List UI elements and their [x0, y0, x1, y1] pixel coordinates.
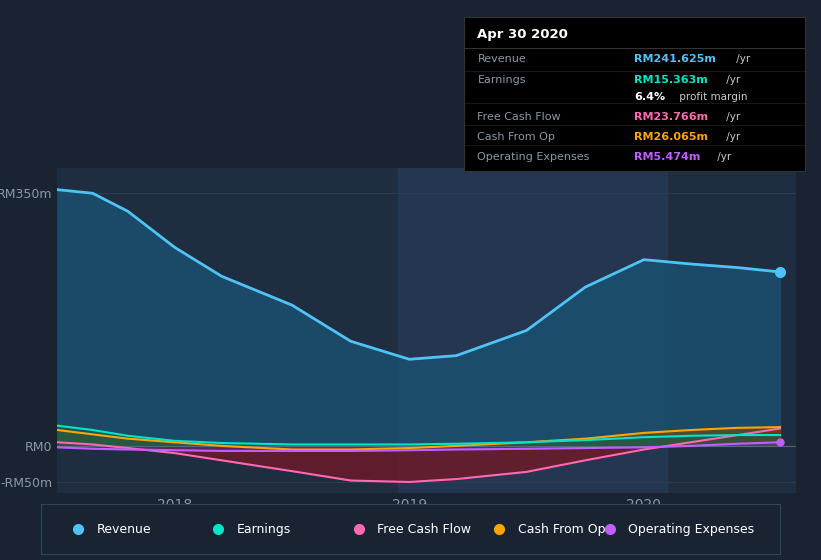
- Text: Operating Expenses: Operating Expenses: [478, 152, 589, 162]
- Text: RM241.625m: RM241.625m: [635, 54, 716, 64]
- Text: Free Cash Flow: Free Cash Flow: [378, 522, 471, 536]
- Text: Cash From Op: Cash From Op: [518, 522, 605, 536]
- Bar: [397, 168, 667, 493]
- Text: /yr: /yr: [723, 113, 741, 122]
- Text: /yr: /yr: [723, 132, 741, 142]
- Text: Cash From Op: Cash From Op: [478, 132, 555, 142]
- Text: RM23.766m: RM23.766m: [635, 113, 709, 122]
- Text: Operating Expenses: Operating Expenses: [629, 522, 754, 536]
- Text: Revenue: Revenue: [478, 54, 526, 64]
- Text: /yr: /yr: [714, 152, 732, 162]
- Text: profit margin: profit margin: [676, 92, 747, 102]
- Text: /yr: /yr: [723, 76, 741, 85]
- Text: Apr 30 2020: Apr 30 2020: [478, 27, 568, 40]
- Text: Free Cash Flow: Free Cash Flow: [478, 113, 561, 122]
- Text: RM15.363m: RM15.363m: [635, 76, 708, 85]
- Text: /yr: /yr: [733, 54, 750, 64]
- Text: Earnings: Earnings: [478, 76, 526, 85]
- Text: 6.4%: 6.4%: [635, 92, 665, 102]
- Text: RM5.474m: RM5.474m: [635, 152, 700, 162]
- Text: RM26.065m: RM26.065m: [635, 132, 709, 142]
- Text: Revenue: Revenue: [97, 522, 151, 536]
- Text: Earnings: Earnings: [237, 522, 291, 536]
